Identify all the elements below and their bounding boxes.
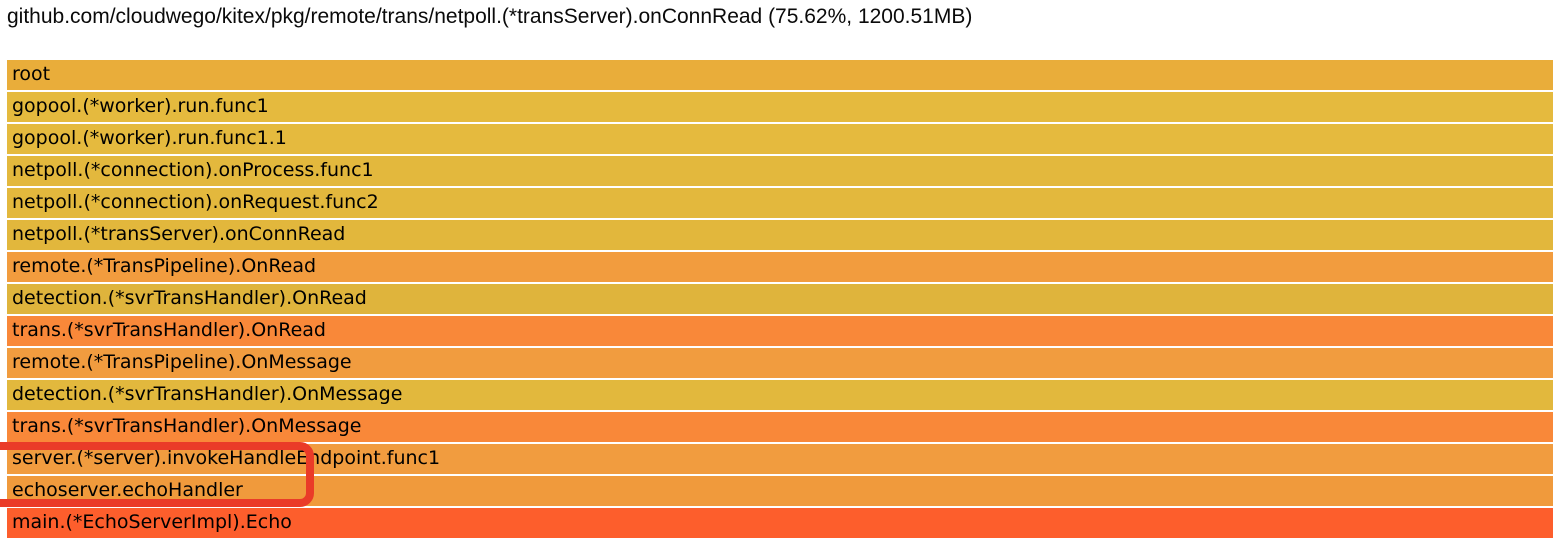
flame-frame[interactable]: trans.(*svrTransHandler).OnRead [7, 316, 1553, 346]
flame-frame[interactable]: detection.(*svrTransHandler).OnRead [7, 284, 1553, 314]
flame-frame[interactable]: netpoll.(*connection).onProcess.func1 [7, 156, 1553, 186]
flamegraph-stack: root gopool.(*worker).run.func1 gopool.(*w… [7, 60, 1553, 538]
flame-frame[interactable]: gopool.(*worker).run.func1 [7, 92, 1553, 122]
flame-frame[interactable]: trans.(*svrTransHandler).OnMessage [7, 412, 1553, 442]
flame-frame[interactable]: netpoll.(*connection).onRequest.func2 [7, 188, 1553, 218]
flame-frame[interactable]: remote.(*TransPipeline).OnRead [7, 252, 1553, 282]
flame-frame[interactable]: remote.(*TransPipeline).OnMessage [7, 348, 1553, 378]
flame-frame[interactable]: server.(*server).invokeHandleEndpoint.fu… [7, 444, 1553, 474]
flame-frame[interactable]: gopool.(*worker).run.func1.1 [7, 124, 1553, 154]
flame-frame[interactable]: detection.(*svrTransHandler).OnMessage [7, 380, 1553, 410]
flame-frame[interactable]: echoserver.echoHandler [7, 476, 1553, 506]
flame-frame[interactable]: root [7, 60, 1553, 90]
flame-frame[interactable]: netpoll.(*transServer).onConnRead [7, 220, 1553, 250]
flame-frame[interactable]: main.(*EchoServerImpl).Echo [7, 508, 1553, 538]
selected-frame-title: github.com/cloudwego/kitex/pkg/remote/tr… [7, 5, 973, 28]
